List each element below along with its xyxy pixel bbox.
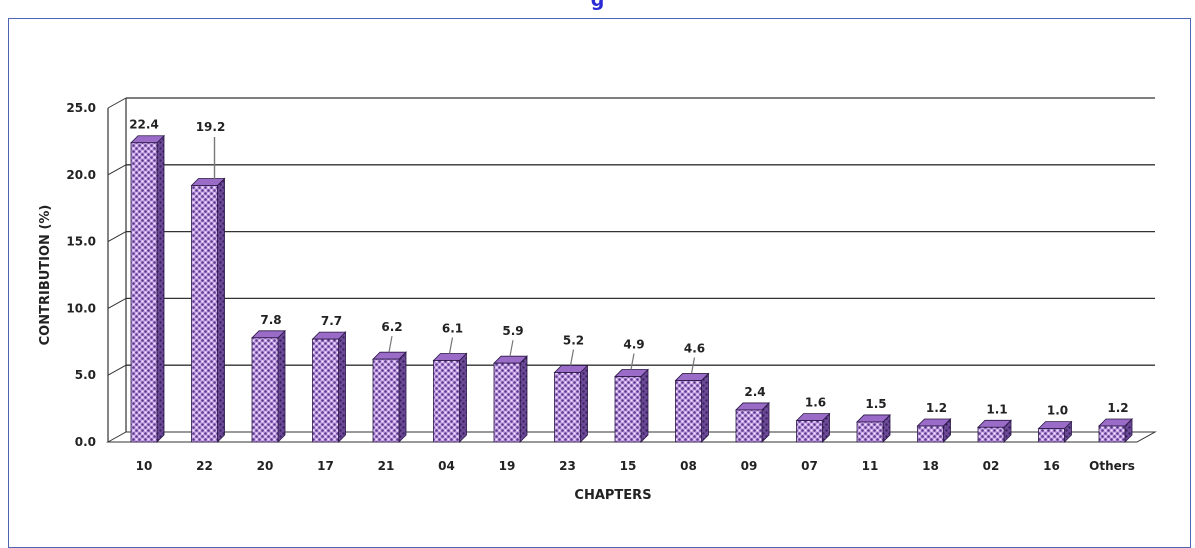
x-tick-label: Others bbox=[1089, 459, 1135, 473]
bar bbox=[614, 368, 649, 443]
data-label-leader bbox=[690, 357, 696, 374]
x-axis-label: CHAPTERS bbox=[574, 488, 651, 503]
bar bbox=[916, 418, 952, 443]
data-label: 2.4 bbox=[744, 385, 765, 399]
bar bbox=[735, 401, 770, 443]
gridline-depth bbox=[107, 364, 127, 376]
x-tick-label: 21 bbox=[378, 459, 395, 473]
bar bbox=[493, 355, 528, 443]
data-label: 6.2 bbox=[381, 320, 402, 334]
x-tick-label: 08 bbox=[680, 459, 697, 473]
gridline-depth bbox=[107, 231, 127, 243]
y-tick-label: 5.0 bbox=[75, 368, 96, 382]
data-label: 7.7 bbox=[321, 314, 342, 328]
x-tick-label: 11 bbox=[862, 459, 879, 473]
data-label: 7.8 bbox=[260, 313, 281, 327]
bar bbox=[372, 351, 407, 443]
x-tick-label: 04 bbox=[438, 459, 455, 473]
bar bbox=[251, 329, 286, 443]
y-tick-label: 0.0 bbox=[75, 435, 96, 449]
x-tick-label: 23 bbox=[559, 459, 576, 473]
y-tick-label: 10.0 bbox=[66, 301, 96, 315]
data-label: 1.6 bbox=[805, 396, 826, 410]
data-label: 1.2 bbox=[1107, 401, 1128, 415]
gridline-depth bbox=[107, 164, 127, 176]
bar bbox=[1037, 420, 1073, 443]
data-label: 5.2 bbox=[563, 334, 584, 348]
y-tick-label: 15.0 bbox=[66, 235, 96, 249]
x-tick-label: 15 bbox=[620, 459, 637, 473]
gridline-depth bbox=[107, 97, 127, 109]
data-label: 1.2 bbox=[926, 401, 947, 415]
data-label: 19.2 bbox=[196, 120, 226, 134]
bar bbox=[130, 134, 165, 443]
bar bbox=[795, 412, 831, 443]
data-label: 1.0 bbox=[1047, 404, 1068, 418]
x-tick-label: 07 bbox=[801, 459, 818, 473]
x-tick-label: 22 bbox=[196, 459, 213, 473]
bar bbox=[856, 413, 891, 443]
bar bbox=[977, 419, 1012, 443]
data-label-leader bbox=[509, 340, 514, 357]
data-label: 4.6 bbox=[684, 342, 705, 356]
y-tick-label: 25.0 bbox=[66, 101, 96, 115]
data-label: 4.9 bbox=[623, 338, 644, 352]
x-tick-label: 19 bbox=[499, 459, 516, 473]
bar bbox=[311, 331, 347, 443]
data-label-leader bbox=[388, 336, 393, 353]
data-label: 1.5 bbox=[865, 397, 886, 411]
x-tick-label: 18 bbox=[922, 459, 939, 473]
data-label-leader bbox=[630, 353, 635, 370]
data-label-leader bbox=[569, 349, 575, 366]
gridline-depth bbox=[107, 297, 127, 309]
chart-heading-partial: g bbox=[590, 0, 605, 11]
data-label: 22.4 bbox=[129, 118, 159, 132]
y-axis-label: CONTRIBUTION (%) bbox=[38, 205, 53, 346]
x-tick-label: 10 bbox=[136, 459, 153, 473]
bar bbox=[1098, 418, 1133, 443]
x-tick-label: 17 bbox=[317, 459, 334, 473]
data-label: 6.1 bbox=[442, 322, 463, 336]
data-label: 1.1 bbox=[986, 402, 1007, 416]
y-tick-label: 20.0 bbox=[66, 168, 96, 182]
data-label-leader bbox=[448, 337, 454, 354]
bar bbox=[674, 372, 710, 443]
x-tick-label: 02 bbox=[983, 459, 1000, 473]
x-tick-label: 20 bbox=[257, 459, 274, 473]
bar bbox=[432, 352, 468, 443]
x-tick-label: 16 bbox=[1043, 459, 1060, 473]
x-tick-label: 09 bbox=[741, 459, 758, 473]
bar bbox=[190, 177, 226, 443]
data-label: 5.9 bbox=[502, 324, 523, 338]
bar bbox=[553, 364, 589, 443]
